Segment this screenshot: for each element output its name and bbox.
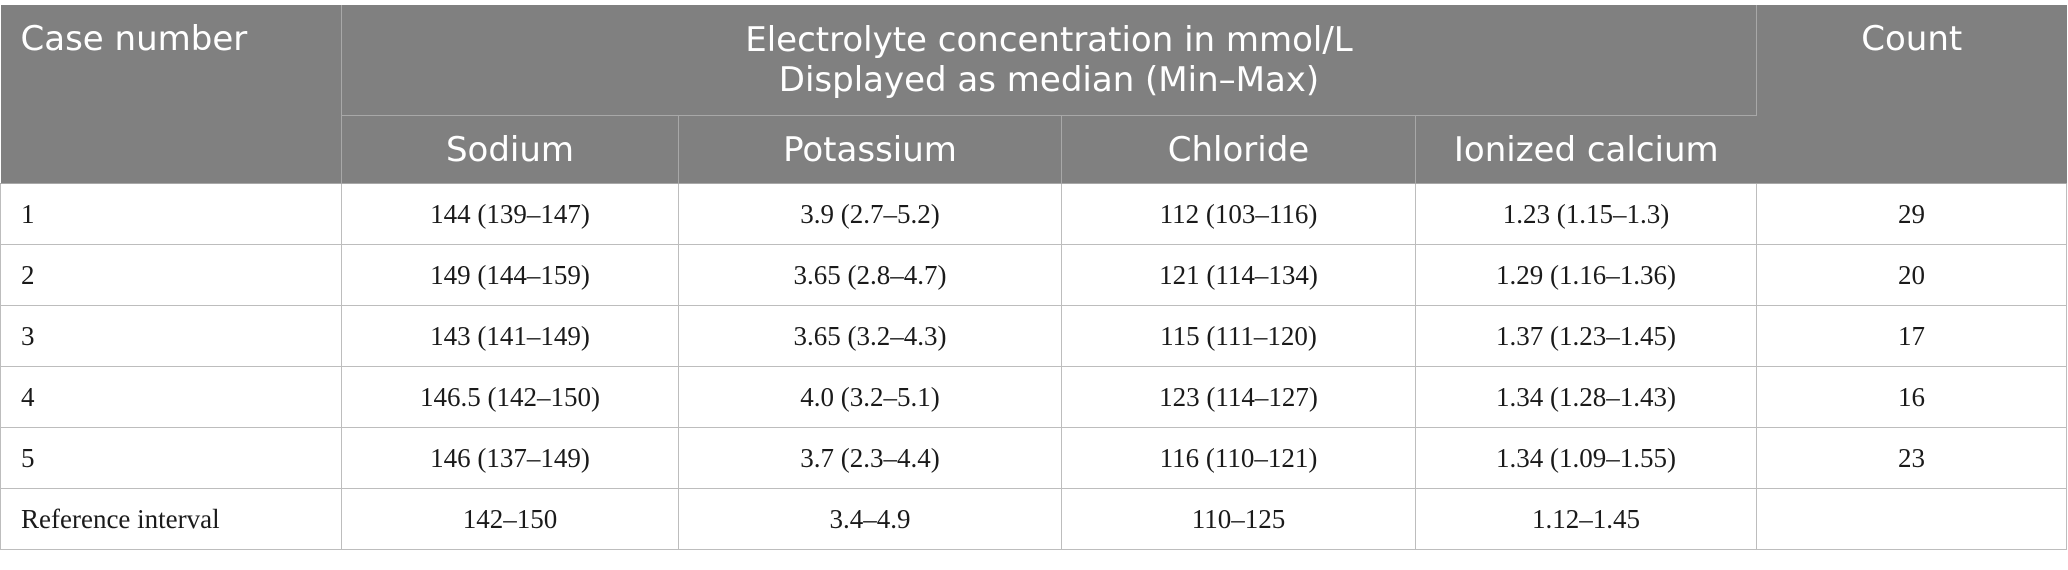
table-header: Case number Electrolyte concentration in… <box>0 5 2067 184</box>
cell-potassium: 4.0 (3.2–5.1) <box>678 366 1062 428</box>
cell-ionized-calcium: 1.34 (1.28–1.43) <box>1414 366 1758 428</box>
cell-potassium: 3.9 (2.7–5.2) <box>678 183 1062 245</box>
cell-ionized-calcium: 1.37 (1.23–1.45) <box>1414 305 1758 367</box>
cell-count: 17 <box>1756 305 2068 367</box>
table-body: 1 144 (139–147) 3.9 (2.7–5.2) 112 (103–1… <box>0 183 2068 550</box>
cell-ionized-calcium: 1.23 (1.15–1.3) <box>1414 183 1758 245</box>
cell-case: 3 <box>0 305 342 367</box>
header-row-top: Case number Electrolyte concentration in… <box>0 5 2067 184</box>
header-case-number: Case number <box>0 5 342 184</box>
cell-ionized-calcium: 1.29 (1.16–1.36) <box>1414 244 1758 306</box>
header-electrolyte-group: Electrolyte concentration in mmol/L Disp… <box>341 5 1758 116</box>
header-group-line-2: Displayed as median (Min–Max) <box>778 60 1320 100</box>
cell-count: 23 <box>1756 427 2068 489</box>
cell-sodium: 146 (137–149) <box>341 427 679 489</box>
cell-sodium: 144 (139–147) <box>341 183 679 245</box>
table-row: 5 146 (137–149) 3.7 (2.3–4.4) 116 (110–1… <box>0 427 2068 489</box>
cell-potassium: 3.65 (3.2–4.3) <box>678 305 1062 367</box>
header-group-line-1: Electrolyte concentration in mmol/L <box>745 20 1353 60</box>
cell-sodium: 146.5 (142–150) <box>341 366 679 428</box>
table-row: 1 144 (139–147) 3.9 (2.7–5.2) 112 (103–1… <box>0 183 2068 245</box>
cell-potassium: 3.7 (2.3–4.4) <box>678 427 1062 489</box>
cell-count <box>1756 488 2068 550</box>
cell-case: 4 <box>0 366 342 428</box>
cell-sodium: 149 (144–159) <box>341 244 679 306</box>
table-row: 4 146.5 (142–150) 4.0 (3.2–5.1) 123 (114… <box>0 366 2068 428</box>
cell-case: 1 <box>0 183 342 245</box>
cell-sodium: 143 (141–149) <box>341 305 679 367</box>
cell-case: Reference interval <box>0 488 342 550</box>
cell-ionized-calcium: 1.34 (1.09–1.55) <box>1414 427 1758 489</box>
header-chloride: Chloride <box>1061 115 1416 184</box>
cell-count: 29 <box>1756 183 2068 245</box>
cell-case: 5 <box>0 427 342 489</box>
cell-potassium: 3.65 (2.8–4.7) <box>678 244 1062 306</box>
cell-sodium: 142–150 <box>341 488 679 550</box>
cell-count: 20 <box>1756 244 2068 306</box>
header-sodium: Sodium <box>341 115 679 184</box>
table-row: 3 143 (141–149) 3.65 (3.2–4.3) 115 (111–… <box>0 305 2068 367</box>
cell-chloride: 115 (111–120) <box>1061 305 1416 367</box>
reference-row: Reference interval 142–150 3.4–4.9 110–1… <box>0 488 2068 550</box>
cell-case: 2 <box>0 244 342 306</box>
cell-count: 16 <box>1756 366 2068 428</box>
cell-potassium: 3.4–4.9 <box>678 488 1062 550</box>
cell-chloride: 123 (114–127) <box>1061 366 1416 428</box>
electrolyte-table: Case number Electrolyte concentration in… <box>0 5 2068 550</box>
table-row: 2 149 (144–159) 3.65 (2.8–4.7) 121 (114–… <box>0 244 2068 306</box>
header-count: Count <box>1756 5 2067 184</box>
cell-chloride: 112 (103–116) <box>1061 183 1416 245</box>
header-ionized-calcium: Ionized calcium <box>1415 115 1757 184</box>
cell-chloride: 110–125 <box>1061 488 1416 550</box>
cell-ionized-calcium: 1.12–1.45 <box>1414 488 1758 550</box>
cell-chloride: 121 (114–134) <box>1061 244 1416 306</box>
cell-chloride: 116 (110–121) <box>1061 427 1416 489</box>
header-potassium: Potassium <box>678 115 1062 184</box>
